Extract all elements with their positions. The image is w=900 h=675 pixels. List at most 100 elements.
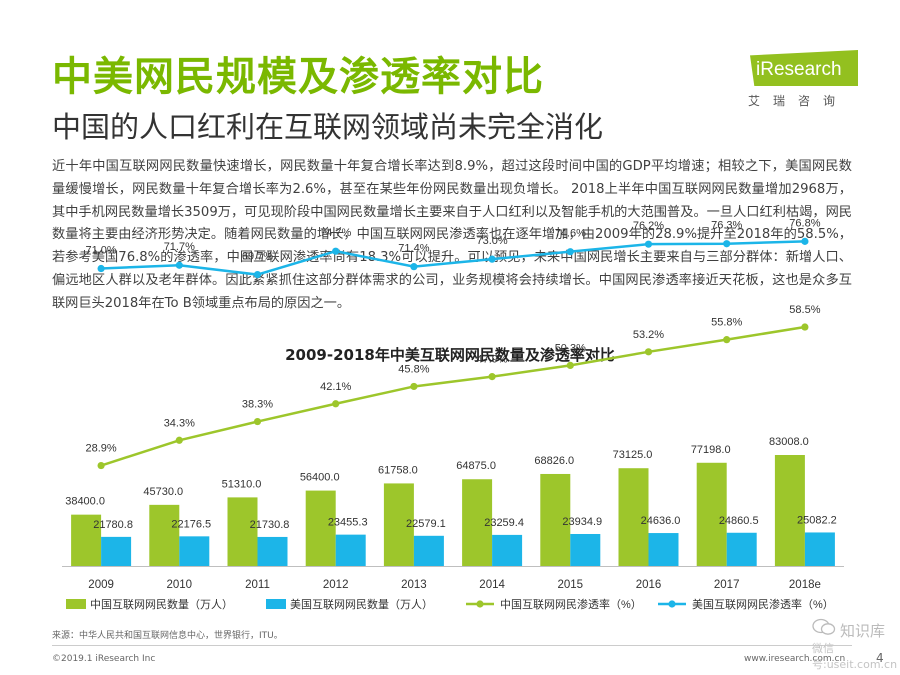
label-china-2012: 56400.0 (300, 472, 340, 484)
point-china-rate-2010 (175, 436, 183, 444)
bar-us-2016 (648, 533, 679, 566)
tick-label-2012: 2012 (323, 579, 349, 591)
tick-label-2014: 2014 (479, 579, 505, 591)
bar-china-2017 (696, 462, 727, 566)
bar-us-2015 (570, 533, 601, 566)
label-us-rate-2018e: 76.8% (789, 217, 820, 229)
bar-china-2016 (618, 468, 649, 566)
label-us-2014: 23259.4 (484, 517, 524, 529)
tick-label-2010: 2010 (167, 579, 193, 591)
label-us-2013: 22579.1 (406, 518, 446, 530)
bar-us-2011 (257, 536, 288, 566)
label-us-rate-2013: 71.4% (398, 243, 429, 255)
tick-label-2018e: 2018e (789, 579, 821, 591)
label-us-rate-2017: 76.3% (711, 220, 742, 232)
logo-badge (750, 50, 858, 86)
tick-label-2017: 2017 (714, 579, 740, 591)
label-china-rate-2018e: 58.5% (789, 304, 820, 316)
tick-label-2011: 2011 (245, 579, 270, 591)
line-us-rate (101, 240, 805, 276)
label-us-rate-2011: 69.7% (242, 251, 273, 263)
description-paragraph: 近十年中国互联网网民数量快速增长，网民数量十年复合增长率达到8.9%，超过这段时… (52, 159, 852, 311)
bar-china-2015 (540, 473, 571, 566)
point-us-rate-2017 (723, 240, 731, 248)
page-subtitle: 中国的人口红利在互联网领域尚未完全消化 (52, 110, 604, 144)
bar-us-2018e (804, 532, 835, 566)
label-us-rate-2015: 74.6% (555, 228, 586, 240)
bar-china-2011 (227, 497, 258, 566)
point-china-rate-2015 (566, 361, 574, 369)
point-us-rate-2010 (175, 261, 183, 269)
source-note: 来源：中华人民共和国互联网信息中心，世界银行，ITU。 (52, 631, 283, 641)
point-china-rate-2009 (97, 461, 105, 470)
point-us-rate-2016 (644, 240, 653, 248)
label-china-2018e: 83008.0 (769, 436, 809, 448)
bar-china-2009 (71, 514, 102, 566)
legend-dot-us-rate (668, 600, 676, 608)
point-china-rate-2011 (253, 417, 262, 426)
logo-text: iResearch (756, 59, 842, 80)
bar-us-2013 (413, 535, 444, 566)
bar-china-2013 (383, 483, 414, 566)
label-china-rate-2017: 55.8% (711, 317, 742, 329)
label-china-2013: 61758.0 (378, 464, 418, 476)
label-us-2009: 21780.8 (93, 519, 133, 531)
tick-label-2009: 2009 (88, 579, 114, 591)
bar-us-2014 (492, 534, 523, 566)
tick-label-2013: 2013 (401, 579, 427, 591)
bar-china-2010 (149, 504, 180, 566)
legend-label-us-count: 美国互联网网民数量（万人） (290, 598, 433, 611)
label-china-2014: 64875.0 (456, 460, 496, 472)
label-china-rate-2014: 47.9% (476, 354, 507, 366)
point-us-rate-2009 (97, 264, 105, 273)
label-china-rate-2009: 28.9% (85, 443, 116, 455)
tick-label-2015: 2015 (558, 579, 584, 591)
footer-divider (52, 645, 852, 646)
point-china-rate-2014 (488, 373, 496, 381)
label-us-2012: 23455.3 (328, 517, 368, 529)
watermark-subtitle: 微信号:useit.com.cn (812, 642, 898, 671)
legend-label-us-rate: 美国互联网网民渗透率（%） (692, 597, 834, 611)
label-us-rate-2012: 74.7% (320, 227, 351, 239)
label-china-rate-2012: 42.1% (320, 381, 351, 393)
label-us-2017: 24860.5 (719, 515, 759, 527)
label-china-rate-2011: 38.3% (242, 399, 273, 411)
bar-us-2010 (179, 536, 210, 566)
website-link[interactable]: www.iresearch.com.cn (744, 654, 846, 664)
label-china-rate-2010: 34.3% (164, 417, 195, 429)
label-china-rate-2016: 53.2% (633, 329, 664, 341)
label-us-rate-2016: 76.2% (633, 220, 664, 232)
point-us-rate-2012 (332, 247, 340, 255)
label-china-rate-2013: 45.8% (398, 363, 429, 375)
label-us-2015: 23934.9 (562, 516, 602, 528)
point-us-rate-2013 (410, 263, 418, 271)
copyright: ©2019.1 iResearch Inc (52, 654, 156, 664)
point-china-rate-2017 (723, 336, 731, 344)
label-china-2010: 45730.0 (143, 486, 183, 498)
wechat-icon (812, 618, 836, 635)
point-us-rate-2018e (801, 237, 809, 245)
label-us-2016: 24636.0 (641, 515, 681, 527)
label-us-2011: 21730.8 (250, 519, 290, 531)
bar-us-2009 (101, 536, 132, 566)
legend-swatch-china-count (66, 599, 86, 609)
label-us-2010: 22176.5 (171, 518, 211, 530)
point-china-rate-2013 (410, 382, 418, 391)
line-china-rate (100, 325, 806, 467)
legend-label-china-count: 中国互联网网民数量（万人） (90, 598, 233, 611)
label-us-2018e: 25082.2 (797, 514, 837, 526)
legend-dot-china-rate (476, 600, 484, 608)
legend-label-china-rate: 中国互联网网民渗透率（%） (500, 597, 642, 611)
point-us-rate-2014 (488, 255, 496, 263)
bar-china-2012 (305, 490, 336, 566)
bar-china-2018e (774, 455, 805, 566)
label-china-2011: 51310.0 (222, 478, 262, 490)
page-number: 4 (876, 651, 884, 665)
iresearch-logo: iResearch (750, 50, 858, 90)
label-china-2009: 38400.0 (65, 496, 105, 508)
label-us-rate-2014: 73.0% (476, 235, 507, 247)
point-china-rate-2016 (644, 348, 653, 356)
label-us-rate-2010: 71.7% (164, 241, 195, 253)
watermark-title: 知识库 (840, 622, 886, 640)
